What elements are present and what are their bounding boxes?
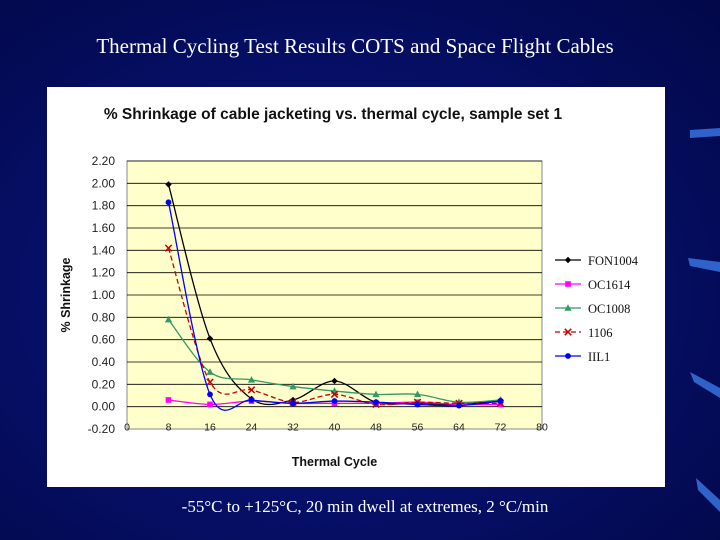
data-point-iil1 (290, 400, 296, 407)
legend-marker-1106 (564, 328, 572, 336)
x-tick-label: 0 (124, 422, 130, 434)
y-tick-label: 1.60 (92, 221, 116, 235)
legend-label-iil1: IIL1 (588, 350, 610, 364)
data-point-1106 (206, 378, 214, 386)
data-point-oc1008 (206, 368, 214, 375)
y-tick-label: 0.40 (92, 355, 116, 369)
data-point-oc1008 (372, 390, 380, 398)
legend-marker-oc1008 (564, 304, 572, 311)
data-point-oc1008 (164, 315, 173, 323)
data-point-iil1 (456, 402, 462, 409)
y-tick-label: 1.80 (92, 199, 116, 213)
y-tick-label: 1.00 (92, 288, 116, 302)
data-point-1106 (164, 244, 173, 252)
x-tick-label: 48 (370, 422, 382, 434)
x-tick-label: 40 (329, 422, 341, 434)
data-point-oc1614 (497, 401, 504, 408)
data-point-fon1004 (206, 335, 214, 342)
legend-marker-fon1004 (564, 256, 572, 264)
legend-marker-oc1614 (565, 281, 571, 287)
x-tick-label: 64 (453, 422, 465, 434)
y-tick-label: 1.40 (92, 243, 116, 257)
y-tick-label: 0.20 (92, 377, 116, 391)
x-axis-title: Thermal Cycle (292, 455, 378, 469)
x-tick-label: 80 (536, 422, 548, 434)
y-tick-label: 2.20 (92, 154, 116, 168)
series-line-iil1 (167, 202, 501, 411)
data-point-oc1614 (165, 397, 172, 403)
data-point-fon1004 (165, 181, 172, 188)
x-tick-label: 8 (166, 422, 172, 434)
data-point-iil1 (248, 397, 255, 403)
data-point-oc1008 (247, 376, 256, 383)
legend-label-1106: 1106 (588, 326, 613, 340)
x-tick-label: 24 (246, 422, 258, 434)
legend-marker-iil1 (565, 353, 571, 359)
y-tick-label: 2.00 (92, 176, 116, 190)
data-point-iil1 (331, 398, 338, 404)
y-tick-label: -0.20 (88, 422, 116, 436)
data-point-iil1 (373, 399, 379, 406)
chart-panel: % Shrinkage of cable jacketing vs. therm… (47, 87, 665, 487)
data-point-iil1 (165, 199, 172, 206)
data-point-oc1614 (207, 401, 213, 408)
x-tick-label: 32 (287, 422, 299, 434)
data-point-iil1 (414, 401, 421, 408)
y-tick-label: 0.80 (92, 310, 116, 324)
legend-label-fon1004: FON1004 (588, 254, 639, 268)
y-tick-label: 0.60 (92, 333, 116, 347)
data-point-oc1008 (413, 390, 422, 398)
data-point-oc1008 (289, 382, 297, 390)
x-tick-label: 72 (495, 422, 507, 434)
data-point-1106 (330, 390, 339, 399)
x-tick-label: 56 (412, 422, 424, 434)
x-tick-label: 16 (204, 422, 216, 434)
chart-title: % Shrinkage of cable jacketing vs. therm… (104, 106, 563, 123)
data-point-fon1004 (331, 377, 338, 385)
legend-label-oc1614: OC1614 (588, 278, 631, 292)
legend-label-oc1008: OC1008 (588, 302, 630, 316)
data-point-iil1 (207, 391, 213, 398)
y-tick-label: 0.00 (92, 400, 116, 414)
data-point-1106 (247, 386, 256, 394)
y-axis-title: % Shrinkage (59, 257, 73, 332)
line-chart: % Shrinkage of cable jacketing vs. therm… (59, 106, 639, 469)
test-conditions-caption: -55°C to +125°C, 20 min dwell at extreme… (181, 497, 549, 516)
slide-title: Thermal Cycling Test Results COTS and Sp… (96, 34, 614, 58)
y-tick-label: 1.20 (92, 266, 116, 280)
data-point-iil1 (497, 398, 504, 404)
